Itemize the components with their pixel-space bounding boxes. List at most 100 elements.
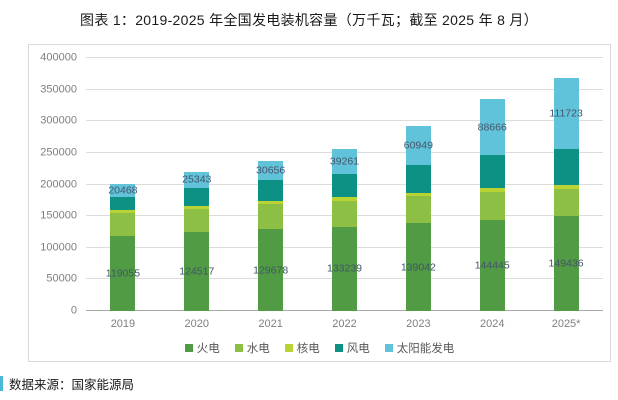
- bar-segment: [479, 192, 505, 220]
- bar-segment: [479, 188, 505, 193]
- bar-segment: [184, 232, 210, 311]
- y-axis-tick-label: 150000: [40, 209, 77, 222]
- legend-label: 火电: [196, 343, 220, 355]
- bar-value-label: 124517: [179, 265, 215, 278]
- x-axis-label: 2023: [406, 318, 431, 330]
- stacked-bar: 144445 88666: [475, 58, 510, 311]
- bar-segment: [479, 155, 505, 189]
- bar-segment: [110, 213, 136, 236]
- bar-segment: [479, 219, 505, 311]
- bar-segment: [405, 196, 431, 224]
- bar-segment: [553, 184, 579, 189]
- source-text: 数据来源：国家能源局: [9, 378, 135, 392]
- bar-value-label: 119055: [105, 267, 141, 280]
- bar-segment: [110, 183, 136, 197]
- y-axis-tick-label: 350000: [40, 83, 77, 96]
- bar-value-label: 149436: [548, 257, 584, 270]
- bar-segment: [258, 200, 284, 205]
- bar-segment: [332, 149, 357, 175]
- bar-segment: [258, 228, 284, 311]
- x-axis-label: 2021: [258, 318, 283, 330]
- bar-value-label: 139042: [400, 260, 436, 273]
- bar-value-label: 111723: [549, 107, 583, 120]
- bar-segment: [332, 197, 357, 201]
- stacked-bar: 149436 111723: [549, 58, 584, 311]
- bar-segment: [258, 160, 284, 181]
- y-axis-tick-label: 50000: [46, 272, 77, 285]
- bar-value-label: 39261: [329, 155, 360, 168]
- legend-swatch: [184, 344, 193, 352]
- bar-value-label: 133239: [326, 262, 363, 275]
- bar-value-label: 144445: [474, 259, 510, 272]
- gridline: [86, 120, 603, 122]
- legend-item: 风电: [334, 340, 370, 356]
- stacked-bar: 124517 25343: [179, 58, 214, 311]
- x-axis: 2019 2020 2021 2022 2023 2024 2025*: [86, 318, 603, 330]
- bar-value-label: 60949: [403, 139, 433, 152]
- bar-segment: [332, 226, 357, 311]
- bar-value-label: 25343: [182, 173, 212, 186]
- bar-segment: [553, 148, 579, 185]
- bar-column: 119055 20468: [86, 58, 160, 311]
- x-axis-label: 2019: [110, 318, 136, 330]
- legend-swatch: [384, 344, 393, 352]
- bar-segment: [405, 192, 431, 197]
- x-axis-label: 2022: [332, 318, 357, 330]
- bar-value-label: 129678: [253, 263, 289, 276]
- bar-segment: [332, 200, 357, 227]
- legend-swatch: [234, 344, 243, 352]
- stacked-bar: 139042 60949: [401, 58, 436, 311]
- legend-label: 太阳能发电: [396, 343, 455, 355]
- bars-container: 119055 20468 124517 25343 129678 30656 133239 3…: [86, 58, 603, 311]
- bar-column: 139042 60949: [381, 58, 455, 311]
- legend-label: 核电: [296, 343, 320, 355]
- bar-column: 124517 25343: [160, 58, 234, 311]
- bar-segment: [184, 171, 210, 188]
- x-axis-label: 2024: [479, 318, 505, 330]
- bar-value-label: 30656: [256, 164, 286, 177]
- x-axis-label: 2020: [184, 318, 210, 330]
- bar-segment: [258, 180, 284, 201]
- bar-segment: [405, 164, 431, 193]
- legend-label: 水电: [246, 343, 270, 355]
- bar-segment: [184, 208, 210, 233]
- bar-column: 149436 111723: [529, 58, 603, 311]
- bar-segment: [553, 188, 579, 217]
- bar-column: 144445 88666: [455, 58, 529, 311]
- plot-area: 0 50000 100000 150000 200000 250000 300000 3500…: [40, 52, 603, 316]
- legend: 火电 水电 核电 风电 太阳能发电: [29, 340, 610, 356]
- bar-segment: [332, 174, 357, 198]
- source-accent-bar: [0, 376, 3, 391]
- stacked-bar: 119055 20468: [106, 58, 140, 311]
- source-note: 数据来源：国家能源局: [0, 374, 134, 393]
- chart-title: 图表 1：2019-2025 年全国发电装机容量（万千瓦；截至 2025 年 8…: [80, 12, 538, 28]
- legend-swatch: [334, 344, 343, 352]
- bar-segment: [479, 99, 505, 156]
- legend-item: 水电: [234, 340, 270, 356]
- bar-segment: [110, 235, 136, 311]
- bar-segment: [405, 223, 431, 311]
- bar-segment: [553, 216, 579, 311]
- bar-value-label: 88666: [477, 120, 507, 133]
- bar-segment: [184, 205, 210, 209]
- bar-segment: [258, 204, 284, 229]
- legend-swatch: [284, 344, 293, 352]
- gridline: [86, 88, 603, 90]
- bar-segment: [405, 126, 431, 165]
- y-axis-tick-label: 200000: [40, 178, 77, 190]
- bar-segment: [110, 210, 136, 214]
- y-axis-tick-label: 100000: [40, 241, 77, 254]
- stacked-bar: 129678 30656: [253, 58, 288, 311]
- bar-column: 129678 30656: [234, 58, 308, 311]
- legend-item: 太阳能发电: [384, 340, 455, 356]
- x-axis-label: 2025*: [551, 318, 581, 330]
- y-axis-tick-label: 250000: [40, 146, 77, 159]
- bar-segment: [184, 187, 210, 206]
- chart-area: 0 50000 100000 150000 200000 250000 300000 3500…: [28, 44, 611, 362]
- y-axis-tick-label: 0: [70, 304, 77, 317]
- gridline: [86, 57, 603, 58]
- legend-item: 核电: [284, 340, 320, 356]
- y-axis-tick-label: 400000: [40, 51, 77, 64]
- bar-segment: [553, 77, 579, 149]
- legend-item: 火电: [184, 340, 220, 356]
